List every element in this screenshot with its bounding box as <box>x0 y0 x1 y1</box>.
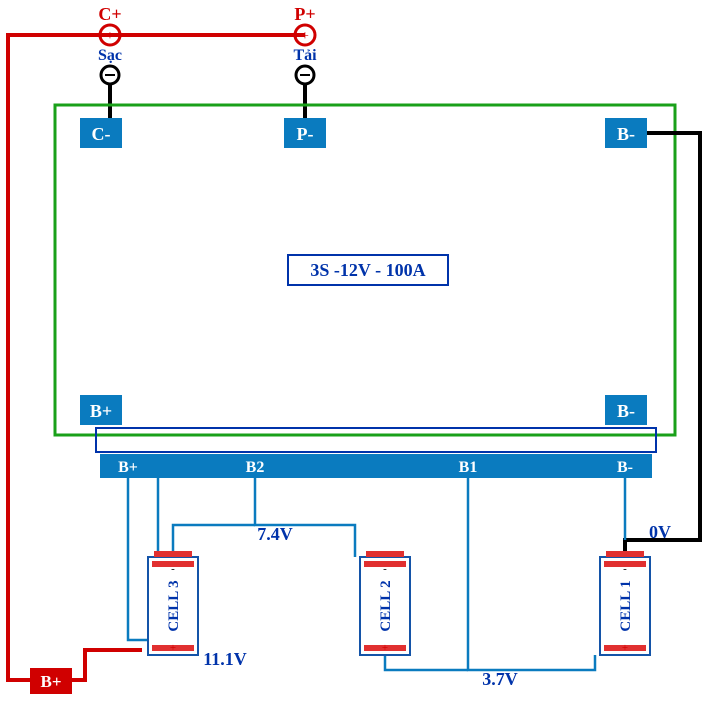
svg-text:+: + <box>301 29 309 44</box>
svg-text:CELL 1: CELL 1 <box>618 580 634 631</box>
terminal-p-minus-stub <box>296 66 314 118</box>
cell-1: - + CELL 1 <box>600 551 650 655</box>
svg-text:3S -12V - 100A: 3S -12V - 100A <box>310 260 425 280</box>
svg-text:P-: P- <box>297 124 314 144</box>
svg-text:CELL 3: CELL 3 <box>166 580 182 631</box>
svg-text:-: - <box>171 563 175 575</box>
svg-text:B-: B- <box>617 401 635 421</box>
voltage-7-4v: 7.4V <box>257 524 293 544</box>
cell-3: - + CELL 3 <box>148 551 198 655</box>
p-plus-sub: Tải <box>293 47 317 64</box>
board-label: 3S -12V - 100A <box>288 255 448 285</box>
svg-text:CELL 2: CELL 2 <box>378 580 394 631</box>
pad-p-minus: P- <box>284 118 326 148</box>
pad-c-minus: C- <box>80 118 122 148</box>
black-wire-b-minus <box>625 133 700 557</box>
c-plus-sub: Sạc <box>98 47 122 64</box>
svg-text:+: + <box>382 642 388 654</box>
balance-b1: B1 <box>459 459 478 476</box>
svg-text:C-: C- <box>92 124 111 144</box>
red-wire-b-plus <box>70 650 142 680</box>
terminal-c-minus-stub <box>101 66 119 118</box>
pad-b-minus-bottom: B- <box>605 395 647 425</box>
p-plus-label: P+ <box>294 4 315 24</box>
tag-b-plus: B+ <box>30 668 72 694</box>
voltage-3-7v: 3.7V <box>482 669 518 689</box>
cell-2: - + CELL 2 <box>360 551 410 655</box>
svg-text:B+: B+ <box>90 401 112 421</box>
balance-b2: B2 <box>246 459 265 476</box>
c-plus-label: C+ <box>98 4 121 24</box>
svg-text:+: + <box>622 642 628 654</box>
svg-text:-: - <box>623 563 627 575</box>
svg-text:+: + <box>106 29 114 44</box>
balance-b-minus: B- <box>617 459 633 476</box>
pad-b-plus-bottom: B+ <box>80 395 122 425</box>
svg-text:-: - <box>383 563 387 575</box>
voltage-11-1v: 11.1V <box>203 649 247 669</box>
balance-b-plus: B+ <box>118 459 138 476</box>
voltage-0v: 0V <box>649 522 671 542</box>
svg-text:B-: B- <box>617 124 635 144</box>
svg-text:B+: B+ <box>40 672 61 691</box>
svg-text:+: + <box>170 642 176 654</box>
pad-b-minus-top: B- <box>605 118 647 148</box>
